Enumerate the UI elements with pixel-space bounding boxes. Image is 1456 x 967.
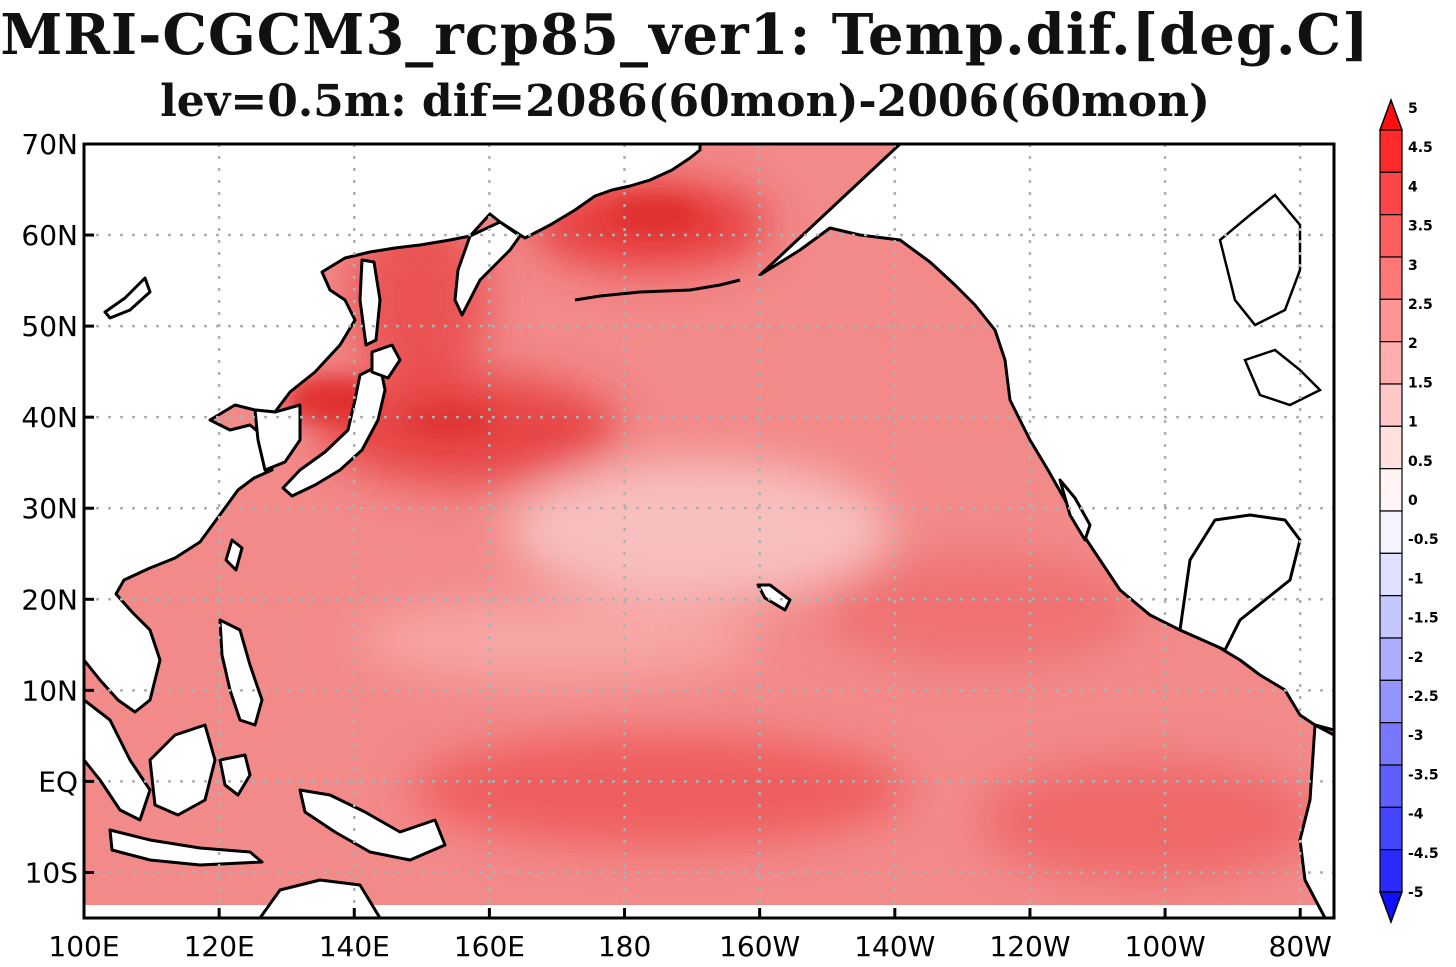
colorbar-swatch xyxy=(1379,425,1403,470)
colorbar-label: -1 xyxy=(1408,571,1424,587)
colorbar-label: -5 xyxy=(1408,885,1424,901)
colorbar-label: -4.5 xyxy=(1408,846,1439,862)
x-tick-label: 120E xyxy=(184,930,255,963)
domain-edge-mask xyxy=(84,905,1334,918)
colorbar-label: -4 xyxy=(1408,807,1424,823)
map-title: MRI-CGCM3_rcp85_ver1: Temp.dif.[deg.C] xyxy=(0,2,1370,68)
colorbar-label: 1.5 xyxy=(1408,375,1433,391)
x-axis-ticks: 100E 120E 140E 160E 180 160W 140W 120W 100W 80W xyxy=(48,908,1332,963)
x-tick-label: 80W xyxy=(1269,930,1332,963)
colorbar-swatch xyxy=(1379,383,1403,427)
x-tick-label: 140W xyxy=(854,930,935,963)
x-tick-label: 180 xyxy=(598,930,651,963)
bering-hotspot xyxy=(610,197,700,233)
map-grid xyxy=(84,144,1334,918)
colorbar-swatch xyxy=(1379,129,1403,173)
sumatra-java xyxy=(108,828,264,867)
kamchatka xyxy=(453,220,522,317)
subtropical-warm-patch xyxy=(820,555,1140,665)
y-tick-label: 10N xyxy=(21,674,78,707)
colorbar-label: 5 xyxy=(1408,101,1418,117)
kuroshio-hotspot xyxy=(405,402,495,438)
colorbar-swatch xyxy=(1379,722,1403,766)
x-tick-label: 100E xyxy=(48,930,119,963)
philippines xyxy=(218,618,264,727)
y-tick-label: 20N xyxy=(21,583,78,616)
colorbar-swatch xyxy=(1379,171,1403,216)
inland-coasts xyxy=(1218,193,1323,407)
colorbar-swatch xyxy=(1379,468,1403,512)
equatorial-warm-band xyxy=(410,735,910,845)
colorbar-swatch xyxy=(1379,679,1403,724)
colorbar-swatch xyxy=(1379,256,1403,300)
coastlines xyxy=(84,144,1334,918)
borneo xyxy=(148,723,217,817)
map-frame xyxy=(82,142,1336,920)
y-tick-label: 10S xyxy=(25,856,78,889)
east-equatorial-warm-band xyxy=(980,760,1320,880)
korea-peninsula xyxy=(253,403,302,472)
okhotsk-warm-patch xyxy=(350,210,490,390)
y-tick-label: 60N xyxy=(21,219,78,252)
colorbar-swatch xyxy=(1379,214,1403,258)
great-lakes xyxy=(1243,348,1323,407)
colorbar-swatch xyxy=(1379,637,1403,681)
colorbar-label: -1.5 xyxy=(1408,611,1439,627)
hawaii xyxy=(756,583,792,612)
aleutian-islands xyxy=(574,278,741,302)
colorbar-top-arrow xyxy=(1378,97,1404,131)
colorbar-swatch xyxy=(1379,806,1403,851)
colorbar-label: -2 xyxy=(1408,650,1424,666)
colorbar-label: 3 xyxy=(1408,258,1418,274)
y-axis-ticks: 70N 60N 50N 40N 30N 20N 10N EQ 10S xyxy=(21,128,94,889)
colorbar-swatch xyxy=(1379,298,1403,343)
ellesmere xyxy=(103,276,152,320)
colorbar-label: -2.5 xyxy=(1408,689,1439,705)
sulawesi xyxy=(218,753,252,797)
south-america-landmass xyxy=(1298,723,1334,918)
map-subtitle: lev=0.5m: dif=2086(60mon)-2006(60mon) xyxy=(160,76,1210,127)
colorbar-swatch xyxy=(1379,849,1403,893)
asia-landmass xyxy=(84,144,702,714)
colorbar-label: -0.5 xyxy=(1408,532,1439,548)
taiwan xyxy=(224,538,244,572)
x-tick-label: 120W xyxy=(989,930,1070,963)
indochina xyxy=(84,698,152,822)
colorbar-label: 0.5 xyxy=(1408,454,1433,470)
colorbar-swatch xyxy=(1379,341,1403,385)
colorbar-swatch xyxy=(1379,510,1403,554)
central-cool-patch xyxy=(510,460,890,600)
x-tick-label: 100W xyxy=(1125,930,1206,963)
colorbar-swatch xyxy=(1379,595,1403,639)
colorbar-swatch xyxy=(1379,552,1403,597)
colorbar-label: 4 xyxy=(1408,179,1418,195)
colorbar-label: -3 xyxy=(1408,728,1424,744)
y-tick-label: 40N xyxy=(21,401,78,434)
map-field xyxy=(84,144,1334,918)
x-tick-label: 140E xyxy=(319,930,390,963)
y-tick-label: 30N xyxy=(21,492,78,525)
sakhalin xyxy=(358,258,382,347)
japan-islands xyxy=(281,363,387,498)
tropical-light-band xyxy=(360,600,760,680)
colorbar-label: -3.5 xyxy=(1408,767,1439,783)
colorbar-label: 2 xyxy=(1408,336,1418,352)
y-tick-label: EQ xyxy=(38,765,78,798)
australia xyxy=(258,878,382,918)
colorbar-swatch xyxy=(1379,764,1403,808)
colorbar-label: 1 xyxy=(1408,415,1418,431)
y-tick-label: 50N xyxy=(21,310,78,343)
colorbar-label: 4.5 xyxy=(1408,140,1433,156)
colorbar: 5 4.5 4 3.5 3 2.5 2 1.5 1 0.5 0 -0.5 -1 -1.5 -2 -2.5 -3 -… xyxy=(1378,97,1439,925)
x-tick-label: 160E xyxy=(454,930,525,963)
colorbar-label: 0 xyxy=(1408,493,1418,509)
x-tick-label: 160W xyxy=(719,930,800,963)
colorbar-label: 3.5 xyxy=(1408,219,1433,235)
hokkaido xyxy=(370,343,402,380)
colorbar-bottom-arrow xyxy=(1378,891,1404,925)
colorbar-label: 2.5 xyxy=(1408,297,1433,313)
y-tick-label: 70N xyxy=(21,128,78,161)
hudson-bay xyxy=(1218,193,1302,327)
